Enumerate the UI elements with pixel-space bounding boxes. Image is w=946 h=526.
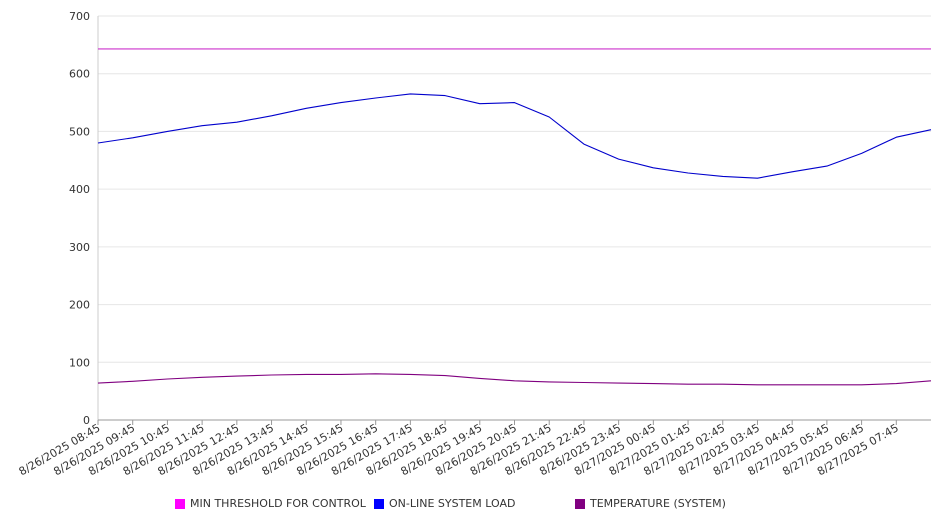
- y-tick-label: 500: [69, 125, 90, 138]
- legend-swatch-min-threshold: [175, 498, 185, 509]
- legend-item-min-threshold[interactable]: MIN THRESHOLD FOR CONTROL: [175, 497, 366, 510]
- grid: [98, 15, 931, 363]
- legend-label-temperature: TEMPERATURE (SYSTEM): [590, 497, 726, 510]
- x-axis: 8/26/2025 08:458/26/2025 09:458/26/2025 …: [17, 419, 931, 478]
- y-tick-label: 400: [69, 183, 90, 196]
- y-axis: 0 100 200 300 400 500 600 700: [69, 10, 99, 427]
- legend-label-system-load: ON-LINE SYSTEM LOAD: [389, 497, 516, 510]
- system-load-line: [97, 93, 932, 179]
- y-tick-label: 700: [69, 10, 90, 23]
- y-tick-label: 100: [69, 356, 90, 369]
- series-lines: [97, 48, 932, 386]
- legend-item-system-load[interactable]: ON-LINE SYSTEM LOAD: [374, 497, 515, 510]
- legend: MIN THRESHOLD FOR CONTROL ON-LINE SYSTEM…: [0, 497, 946, 515]
- y-tick-label: 0: [83, 414, 90, 427]
- temperature-line: [97, 373, 932, 386]
- legend-swatch-system-load: [374, 498, 384, 509]
- y-tick-label: 600: [69, 68, 90, 81]
- legend-label-min-threshold: MIN THRESHOLD FOR CONTROL: [190, 497, 366, 510]
- legend-item-temperature[interactable]: TEMPERATURE (SYSTEM): [575, 497, 726, 510]
- y-tick-label: 200: [69, 299, 90, 312]
- legend-swatch-temperature: [575, 498, 585, 509]
- y-tick-label: 300: [69, 241, 90, 254]
